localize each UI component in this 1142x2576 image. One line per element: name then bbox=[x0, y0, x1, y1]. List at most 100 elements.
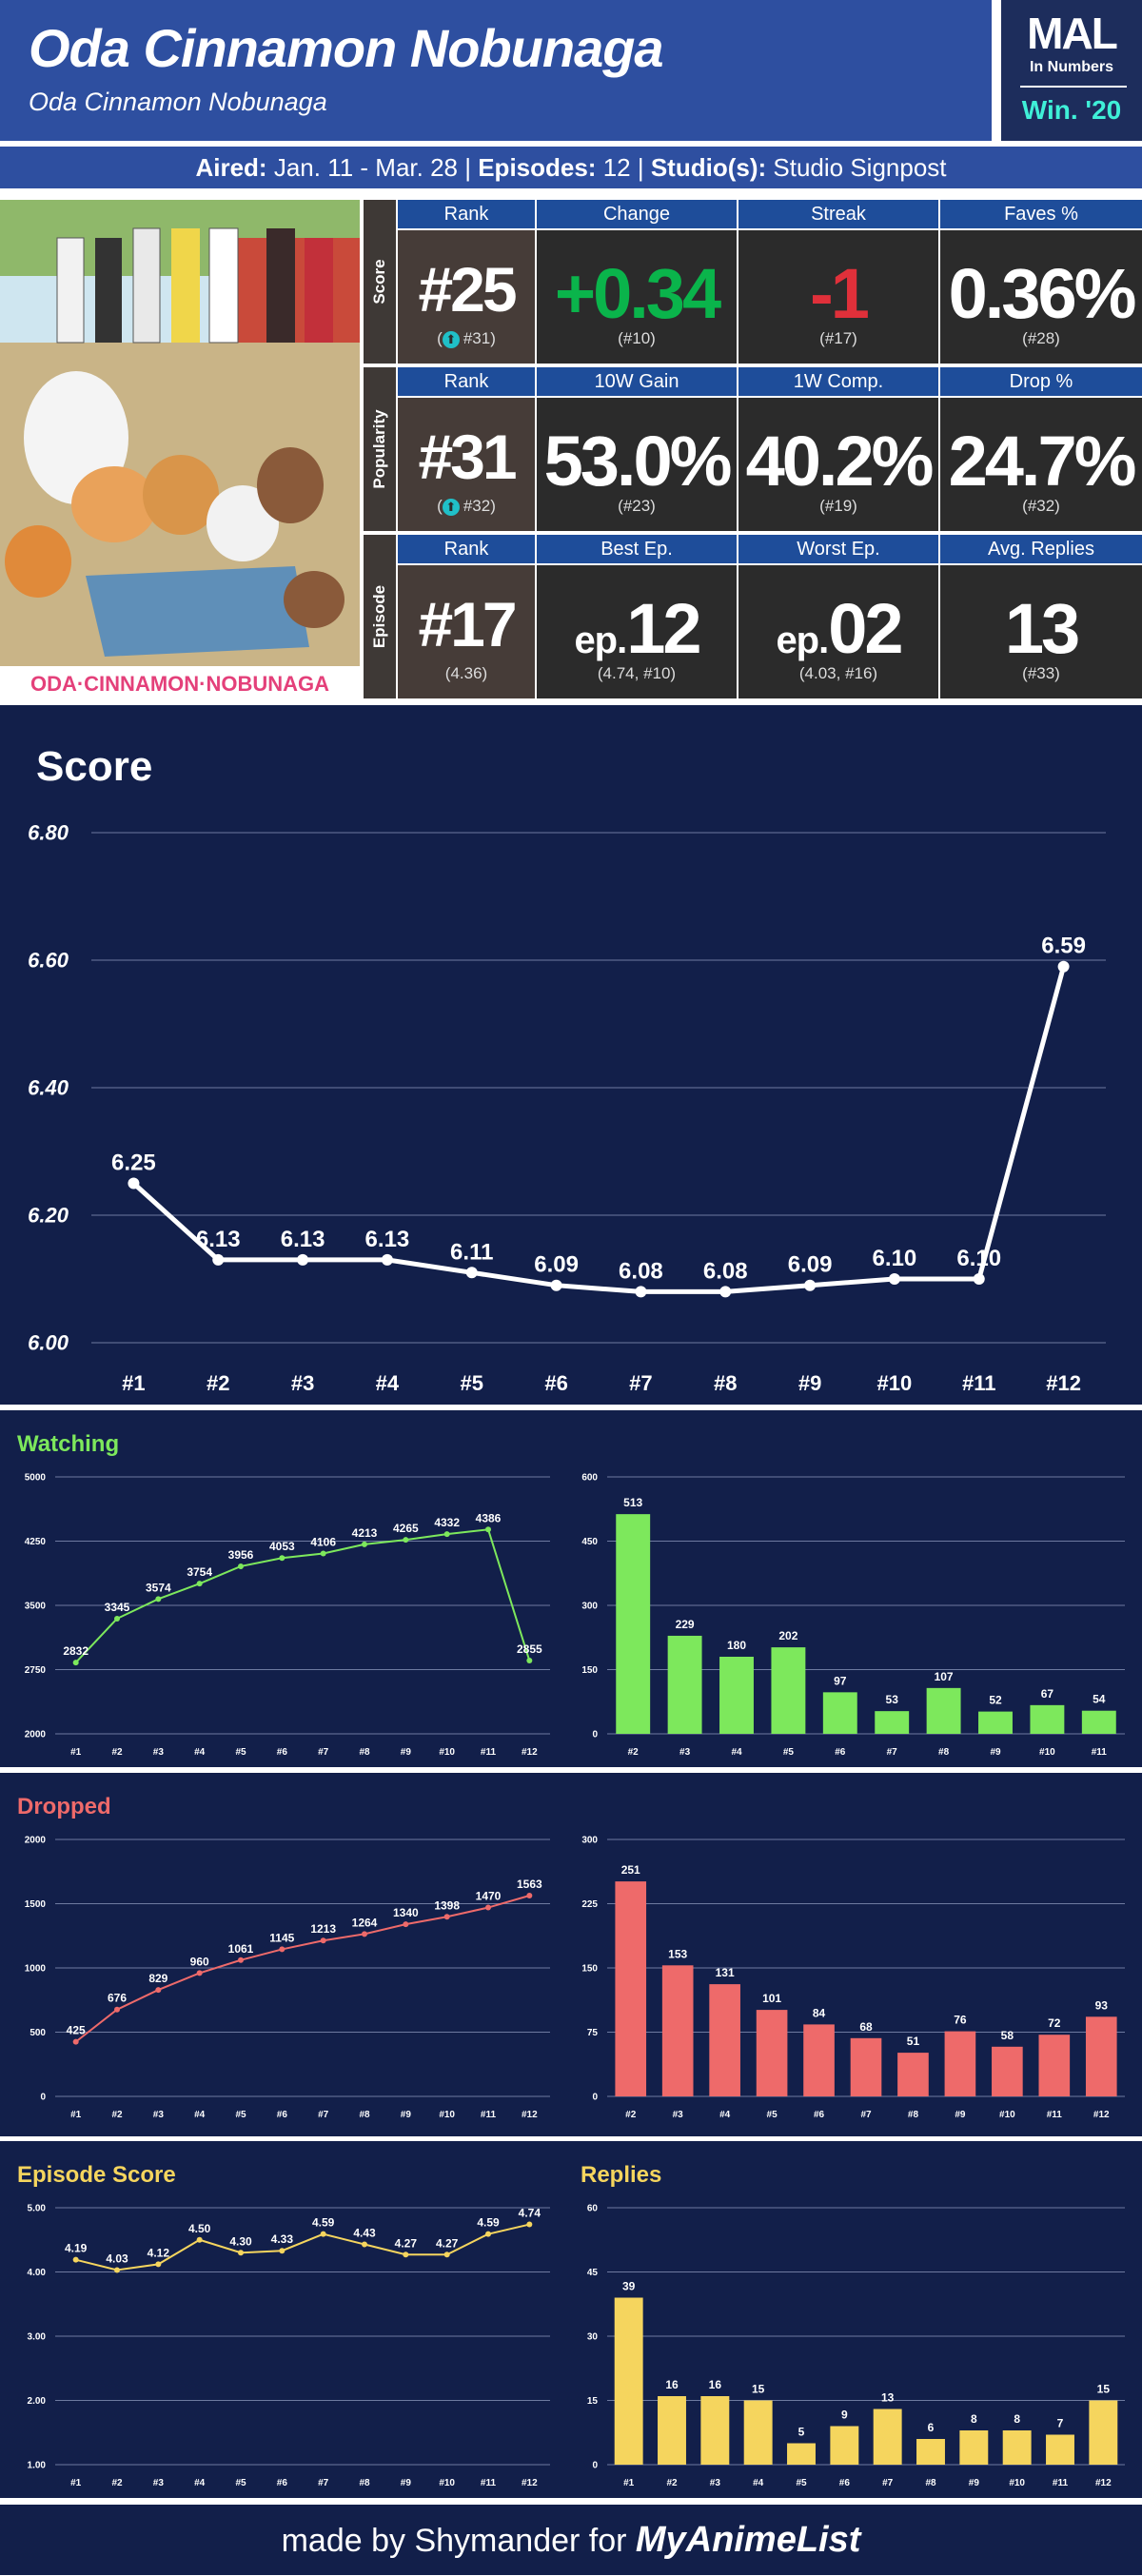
bar bbox=[822, 1692, 857, 1734]
data-label: 4.74 bbox=[519, 2207, 541, 2220]
y-tick-label: 150 bbox=[581, 1964, 598, 1975]
data-point bbox=[155, 1596, 162, 1603]
data-label: 1563 bbox=[517, 1878, 542, 1891]
data-label: 16 bbox=[709, 2378, 722, 2391]
y-tick-label: 5000 bbox=[25, 1473, 47, 1484]
data-point bbox=[550, 1279, 562, 1291]
data-label: 2832 bbox=[63, 1644, 89, 1658]
x-tick-label: #7 bbox=[318, 2478, 329, 2488]
replies-title: Replies bbox=[581, 2162, 662, 2188]
data-label: 4.59 bbox=[477, 2216, 500, 2230]
data-label: 72 bbox=[1048, 2016, 1061, 2030]
x-tick-label: #12 bbox=[522, 2110, 538, 2120]
info-separator: | bbox=[637, 153, 651, 182]
bar bbox=[873, 2409, 902, 2465]
data-label: 9 bbox=[841, 2409, 848, 2422]
bar bbox=[658, 2396, 686, 2465]
stats-sub: (#28) bbox=[1022, 329, 1060, 347]
episode-score-title: Episode Score bbox=[17, 2162, 176, 2188]
data-label: 1470 bbox=[476, 1890, 502, 1903]
stats-cell-episode-1: ep.12 (4.74, #10) bbox=[537, 565, 737, 698]
data-label: 1061 bbox=[228, 1942, 254, 1956]
data-point bbox=[973, 1273, 985, 1285]
stats-cell-episode-3: 13 (#33) bbox=[940, 565, 1142, 698]
y-tick-label: 300 bbox=[581, 1836, 598, 1846]
mal-logo: MAL In Numbers Win. '20 bbox=[997, 0, 1142, 141]
data-label: 4.33 bbox=[271, 2232, 294, 2246]
data-label: 4.43 bbox=[353, 2226, 376, 2239]
data-label: 68 bbox=[859, 2020, 873, 2034]
data-point bbox=[526, 1658, 533, 1664]
data-point bbox=[114, 2006, 120, 2013]
series-line bbox=[131, 966, 1066, 1294]
data-label: 3754 bbox=[187, 1565, 212, 1579]
data-label: 67 bbox=[1041, 1687, 1054, 1701]
data-label: 6.13 bbox=[281, 1227, 325, 1252]
x-tick-label: #2 bbox=[111, 1747, 123, 1758]
stats-sub: (4.74, #10) bbox=[597, 664, 677, 682]
y-tick-label: 1000 bbox=[25, 1964, 47, 1975]
stats-side-label: Score bbox=[370, 259, 388, 305]
episodes-value: 12 bbox=[602, 153, 631, 182]
anime-subtitle: Oda Cinnamon Nobunaga bbox=[29, 88, 327, 116]
x-tick-label: #2 bbox=[625, 2110, 637, 2120]
x-tick-label: #11 bbox=[481, 2478, 497, 2488]
logo-divider bbox=[1020, 86, 1127, 88]
data-label: 960 bbox=[190, 1955, 209, 1968]
data-label: 1213 bbox=[310, 1922, 336, 1936]
stats-value: ep.12 bbox=[537, 588, 737, 669]
episodes-label: Episodes: bbox=[478, 153, 597, 182]
stats-header-episode-0: Rank bbox=[398, 535, 535, 563]
data-label: 97 bbox=[834, 1674, 847, 1687]
data-point bbox=[888, 1273, 900, 1285]
poster-illustration: ODA·CINNAMON·NOBUNAGA bbox=[0, 200, 360, 701]
data-label: 15 bbox=[752, 2383, 765, 2396]
bar bbox=[615, 1881, 647, 2096]
data-point bbox=[362, 2241, 367, 2248]
y-tick-label: 3.00 bbox=[28, 2332, 47, 2343]
x-tick-label: #2 bbox=[111, 2478, 123, 2488]
x-tick-label: #10 bbox=[1039, 1747, 1055, 1758]
stats-sub: (4.03, #16) bbox=[798, 664, 878, 682]
watching-line-chart: 2000 2750 3500 4250 5000 #1 #2 #3 #4 #5 #6 #7 #8 #9 #1… bbox=[25, 1473, 550, 1758]
x-tick-label: #12 bbox=[1095, 2478, 1112, 2488]
data-point bbox=[114, 1615, 120, 1622]
stats-header-episode-3: Avg. Replies bbox=[940, 535, 1142, 563]
y-tick-label: 30 bbox=[587, 2332, 599, 2343]
data-point bbox=[403, 2252, 409, 2258]
x-tick-label: #12 bbox=[1093, 2110, 1110, 2120]
stats-side-score: Score bbox=[364, 200, 396, 364]
data-point bbox=[804, 1279, 817, 1291]
data-label: 425 bbox=[67, 2024, 86, 2037]
data-label: 6.08 bbox=[703, 1258, 748, 1284]
bar bbox=[1081, 1710, 1116, 1734]
x-tick-label: #8 bbox=[938, 1747, 950, 1758]
data-point bbox=[196, 1581, 203, 1587]
series-line bbox=[74, 1528, 531, 1663]
y-tick-label: 4250 bbox=[25, 1537, 47, 1547]
x-tick-label: #5 bbox=[235, 2478, 246, 2488]
data-label: 7 bbox=[1057, 2417, 1064, 2430]
data-point bbox=[320, 2231, 326, 2237]
bar bbox=[926, 1687, 961, 1734]
x-tick-label: #3 bbox=[153, 2478, 165, 2488]
stats-side-label: Popularity bbox=[370, 409, 388, 489]
stats-header-popularity-1: 10W Gain bbox=[537, 367, 737, 396]
footer: made by Shymander for MyAnimeList bbox=[0, 2505, 1142, 2575]
data-point bbox=[465, 1267, 478, 1279]
y-tick-label: 6.00 bbox=[28, 1331, 69, 1355]
data-point bbox=[320, 1550, 326, 1557]
bar bbox=[1085, 2016, 1117, 2096]
x-tick-label: #4 bbox=[719, 2110, 731, 2120]
data-label: 6.25 bbox=[111, 1150, 156, 1176]
data-point bbox=[485, 1526, 491, 1533]
stats-cell-episode-2: ep.02 (4.03, #16) bbox=[738, 565, 938, 698]
data-label: 84 bbox=[813, 2006, 826, 2019]
x-tick-label: #12 bbox=[1046, 1371, 1081, 1395]
data-label: 4.12 bbox=[148, 2246, 170, 2259]
data-label: 53 bbox=[886, 1693, 899, 1706]
data-label: 1398 bbox=[434, 1898, 460, 1912]
data-point bbox=[196, 1970, 203, 1976]
data-label: 4053 bbox=[269, 1540, 295, 1553]
data-point bbox=[485, 1904, 491, 1911]
